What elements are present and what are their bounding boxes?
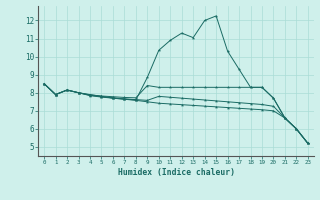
X-axis label: Humidex (Indice chaleur): Humidex (Indice chaleur) (117, 168, 235, 177)
